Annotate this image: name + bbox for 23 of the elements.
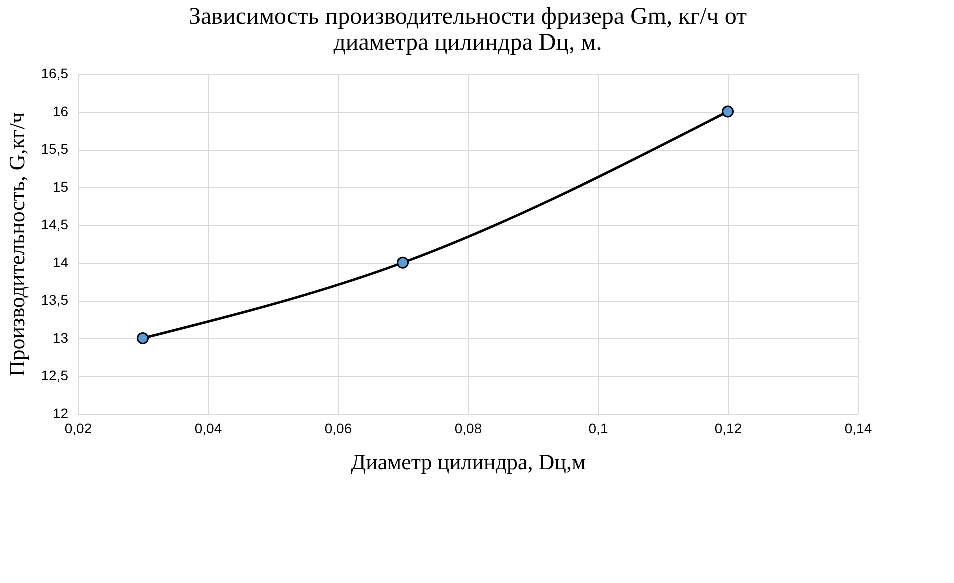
x-tick-label: 0,04	[194, 420, 222, 436]
y-tick-label: 15	[52, 178, 69, 195]
y-axis-title: Производительность, G,кг/ч	[4, 112, 30, 377]
x-tick-label: 0,06	[324, 420, 352, 436]
y-tick-label: 13,5	[41, 292, 69, 308]
point	[137, 332, 149, 344]
y-tick-label: 15,5	[41, 141, 69, 158]
x-axis-title: Диаметр цилиндра, Dц,м	[351, 450, 586, 474]
chart-title: Зависимость производительности фризера Gm, кг/ч от диаметра цилиндра Dц, м.	[189, 4, 748, 56]
point	[722, 106, 734, 118]
y-tick-label: 13	[52, 330, 69, 346]
x-tick-label: 0,12	[714, 420, 742, 436]
y-tick-label: 14	[52, 254, 69, 270]
x-tick-label: 0,1	[588, 420, 608, 436]
x-tick-label: 0,14	[844, 420, 872, 436]
y-tick-label: 14,5	[41, 216, 69, 233]
x-tick-label: 0,02	[64, 420, 92, 436]
y-tick-label: 16,5	[41, 66, 69, 82]
y-tick-label: 12,5	[41, 368, 69, 384]
y-tick-label: 16	[52, 103, 69, 120]
x-tick-label: 0,08	[454, 420, 482, 436]
point	[397, 256, 409, 269]
y-tick-label: 12	[52, 406, 69, 422]
